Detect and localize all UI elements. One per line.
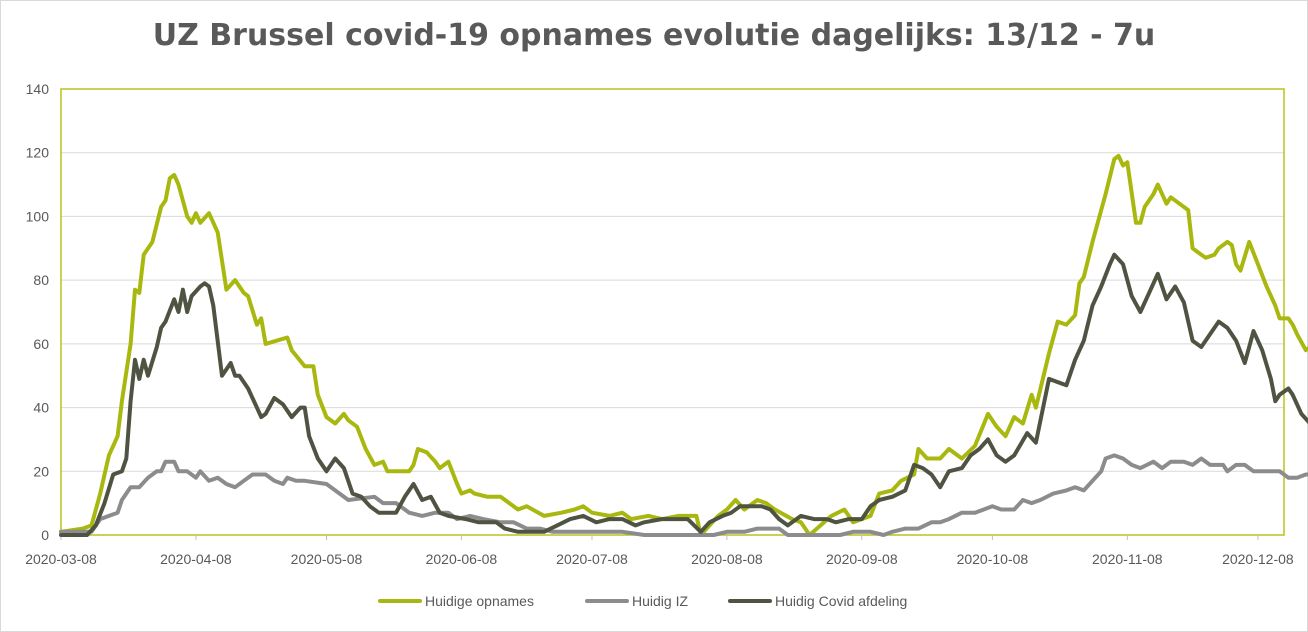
series-line-1: [59, 453, 1308, 537]
x-tick-label: 2020-05-08: [291, 551, 363, 567]
x-tick-label: 2020-06-08: [426, 551, 498, 567]
x-tick-label: 2020-08-08: [691, 551, 763, 567]
y-tick-label: 100: [26, 208, 50, 224]
x-tick-label: 2020-09-08: [826, 551, 898, 567]
y-tick-label: 120: [26, 145, 50, 161]
legend-label: Huidig IZ: [632, 593, 688, 609]
chart-title: UZ Brussel covid-19 opnames evolutie dag…: [152, 18, 1156, 53]
gridlines: [61, 152, 1284, 472]
y-tick-label: 60: [33, 336, 49, 352]
y-tick-label: 40: [33, 400, 49, 416]
x-tick-label: 2020-12-08: [1222, 551, 1294, 567]
x-tick-label: 2020-04-08: [160, 551, 232, 567]
x-tick-label: 2020-11-08: [1092, 551, 1163, 567]
series-line-0: [59, 153, 1308, 537]
x-axis-ticks: 2020-03-08 2020-04-08 2020-05-08 2020-06-08…: [25, 535, 1294, 567]
legend: Huidige opnames Huidig IZ Huidig Covid afd…: [378, 593, 907, 609]
legend-label: Huidige opnames: [425, 593, 534, 609]
y-axis-ticks: 0 20 40 60 80 100 120 140: [26, 81, 50, 543]
y-tick-label: 0: [41, 527, 49, 543]
legend-label: Huidig Covid afdeling: [775, 593, 907, 609]
series-line-2: [59, 252, 1308, 537]
series-lines: [59, 153, 1308, 537]
x-tick-label: 2020-03-08: [25, 551, 97, 567]
x-tick-label: 2020-07-08: [556, 551, 628, 567]
x-tick-label: 2020-10-08: [957, 551, 1029, 567]
y-tick-label: 80: [33, 272, 49, 288]
y-tick-label: 140: [26, 81, 50, 97]
y-tick-label: 20: [33, 463, 49, 479]
